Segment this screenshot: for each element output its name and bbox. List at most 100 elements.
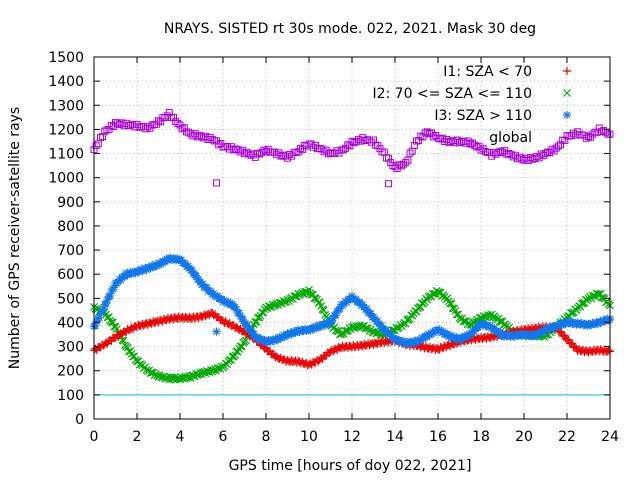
- data-point: [234, 146, 242, 154]
- y-tick-label: 500: [57, 291, 84, 307]
- data-point: [321, 321, 330, 330]
- data-point: [597, 318, 606, 327]
- outlier-point: [385, 180, 393, 188]
- data-point: [159, 372, 168, 381]
- data-point: [365, 136, 373, 144]
- data-point: [217, 295, 226, 303]
- y-tick-label: 600: [57, 267, 84, 283]
- data-point: [232, 305, 241, 314]
- data-point: [165, 109, 173, 117]
- data-point: [92, 142, 100, 150]
- data-point: [166, 253, 175, 262]
- data-point: [471, 141, 479, 149]
- data-point: [99, 304, 108, 313]
- data-point: [245, 150, 253, 158]
- data-point: [103, 296, 112, 305]
- data-point: [423, 128, 431, 136]
- data-point: [98, 307, 107, 316]
- data-point: [206, 287, 215, 296]
- y-tick-label: 900: [57, 195, 84, 211]
- data-point: [243, 321, 252, 330]
- data-point: [479, 319, 488, 328]
- data-point: [146, 264, 155, 273]
- x-tick-label: 8: [262, 429, 271, 445]
- data-point: [510, 332, 519, 341]
- x-tick-label: 18: [472, 429, 490, 445]
- data-point: [284, 331, 293, 340]
- x-axis-label: GPS time [hours of doy 022, 2021]: [229, 458, 472, 474]
- data-point: [170, 113, 178, 121]
- data-point: [102, 299, 111, 308]
- data-point: [557, 141, 565, 149]
- data-point: [385, 154, 393, 162]
- data-point: [406, 149, 414, 157]
- data-point: [358, 300, 367, 309]
- y-tick-label: 400: [57, 315, 84, 331]
- data-point: [185, 128, 193, 136]
- x-tick-label: 14: [386, 429, 404, 445]
- data-point: [362, 304, 371, 313]
- data-point: [511, 151, 519, 159]
- data-point: [116, 276, 125, 285]
- data-point: [428, 289, 437, 298]
- outliers: [212, 179, 393, 336]
- y-tick-label: 0: [75, 412, 84, 428]
- data-point: [561, 136, 569, 144]
- data-point: [535, 154, 543, 162]
- y-tick-label: 300: [57, 340, 84, 356]
- data-point: [582, 134, 590, 142]
- data-point: [188, 265, 197, 274]
- data-point: [119, 336, 128, 345]
- series-3: [90, 109, 614, 172]
- data-point: [249, 329, 258, 338]
- data-point: [571, 342, 580, 351]
- legend-marker: [563, 89, 571, 97]
- data-point: [310, 324, 319, 333]
- data-point: [91, 321, 100, 330]
- y-tick-label: 1200: [48, 122, 84, 138]
- series-layer: [90, 109, 614, 384]
- data-point: [352, 137, 360, 145]
- x-tick-label: 22: [558, 429, 576, 445]
- legend-label: I2: 70 <= SZA <= 110: [372, 86, 532, 102]
- data-point: [180, 124, 188, 132]
- x-tick-label: 10: [300, 429, 318, 445]
- data-point: [284, 154, 291, 162]
- outlier-point: [213, 179, 221, 187]
- data-point: [348, 292, 356, 301]
- data-point: [274, 335, 283, 344]
- data-point: [299, 146, 307, 154]
- y-tick-label: 1400: [48, 74, 84, 90]
- data-point: [531, 155, 539, 163]
- data-point: [142, 125, 150, 133]
- data-point: [96, 134, 104, 142]
- data-point: [388, 331, 397, 340]
- y-tick-label: 1000: [48, 171, 84, 187]
- data-point: [253, 333, 262, 342]
- data-point: [235, 308, 244, 317]
- data-point: [198, 279, 207, 288]
- data-point: [327, 317, 336, 326]
- legend-label: global: [489, 130, 532, 146]
- data-point: [144, 123, 152, 131]
- data-point: [400, 160, 408, 168]
- data-point: [194, 275, 203, 284]
- data-point: [542, 149, 549, 157]
- data-point: [447, 299, 456, 308]
- data-point: [481, 148, 489, 156]
- data-point: [270, 337, 279, 346]
- y-axis-label: Number of GPS receiver-satellite rays: [7, 107, 23, 369]
- data-point: [319, 306, 328, 315]
- data-point: [466, 331, 475, 340]
- data-point: [604, 346, 613, 355]
- data-point: [459, 317, 468, 326]
- data-point: [377, 321, 386, 330]
- ticks: 0100200300400500600700800900100011001200…: [48, 50, 619, 445]
- data-point: [373, 317, 382, 326]
- data-point: [470, 327, 479, 336]
- data-point: [589, 130, 597, 138]
- data-point: [161, 257, 170, 266]
- data-point: [567, 132, 575, 140]
- data-point: [295, 327, 304, 336]
- data-point: [514, 155, 522, 163]
